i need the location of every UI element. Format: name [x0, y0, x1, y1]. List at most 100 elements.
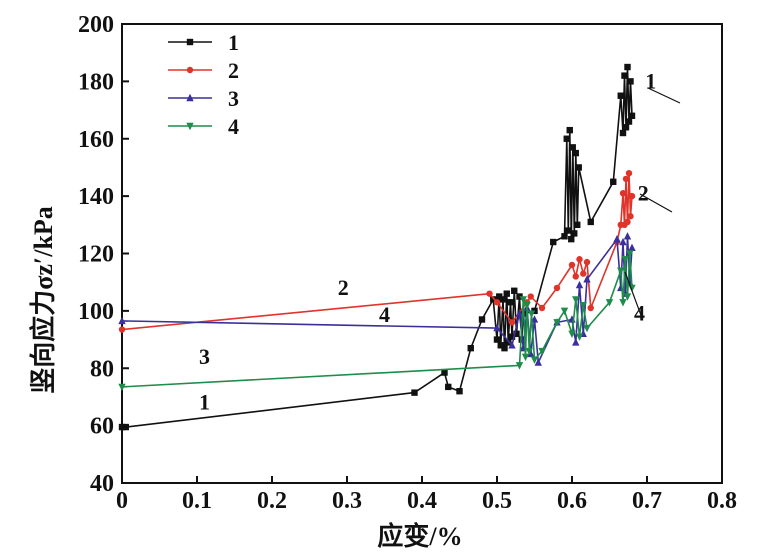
data-point: [118, 383, 126, 392]
legend-label: 3: [228, 86, 239, 111]
data-point: [553, 284, 561, 292]
series-annotation: 4: [634, 301, 645, 326]
y-tick-label: 120: [78, 242, 114, 268]
data-point: [619, 299, 627, 307]
data-point: [619, 129, 627, 137]
x-tick-label: 0.1: [182, 488, 212, 514]
data-point: [515, 309, 524, 317]
data-point: [499, 296, 507, 303]
data-point: [505, 339, 512, 346]
legend-label: 2: [228, 58, 239, 83]
data-point: [583, 258, 591, 266]
data-point: [538, 304, 546, 312]
data-point: [118, 423, 126, 431]
x-tick-label: 0.8: [707, 488, 737, 514]
y-tick-label: 140: [78, 184, 114, 210]
x-tick-label: 0.5: [482, 488, 512, 514]
leader-line-2: [639, 193, 673, 213]
data-point: [525, 347, 533, 356]
data-point: [568, 235, 575, 243]
data-point: [628, 112, 636, 119]
data-point: [576, 256, 583, 263]
data-point: [624, 218, 631, 226]
leader-line-4: [624, 271, 643, 319]
series-annotation: 2: [338, 275, 349, 300]
data-point: [118, 326, 126, 333]
data-point: [579, 301, 587, 310]
legend: 1 2 3 4: [168, 30, 239, 139]
annotations: 1 3 2 4 1 2 4: [199, 68, 681, 415]
data-point: [553, 319, 561, 327]
data-point: [411, 389, 418, 396]
data-point: [619, 190, 627, 197]
data-point: [118, 316, 126, 325]
series-annotation: 3: [199, 344, 210, 369]
data-point: [441, 369, 448, 376]
leader-line-1: [647, 87, 681, 104]
legend-entry-3: 3: [168, 86, 239, 111]
x-tick-label: 0: [116, 488, 128, 514]
series-annotation: 1: [199, 390, 210, 415]
legend-swatch-marker: [186, 122, 194, 131]
data-point: [625, 118, 633, 125]
y-tick-label: 40: [90, 471, 114, 497]
data-point: [572, 296, 580, 304]
data-point: [497, 342, 504, 349]
data-point: [534, 358, 542, 366]
data-point: [561, 233, 568, 240]
data-point: [507, 299, 514, 306]
data-point: [626, 250, 634, 258]
legend-label: 1: [228, 30, 239, 55]
data-point: [627, 213, 634, 220]
data-point: [617, 267, 625, 275]
data-point: [574, 221, 581, 229]
data-point: [583, 324, 591, 333]
data-point: [575, 333, 584, 341]
data-point: [478, 316, 486, 323]
legend-entry-1: 1: [168, 30, 239, 55]
data-point: [493, 299, 501, 306]
data-point: [628, 192, 636, 200]
series-1: [118, 63, 636, 431]
data-point: [583, 275, 591, 283]
data-point: [519, 296, 527, 304]
series-line-2: [121, 172, 633, 331]
ticks-layer: 0 0.1 0.2 0.3 0.4 0.5 0.6 0.7 0.8 40 60 80 100 120 140…: [78, 12, 737, 514]
data-point: [617, 92, 624, 99]
data-point: [550, 238, 557, 246]
data-point: [572, 273, 579, 280]
series-3: [118, 232, 636, 366]
data-point: [572, 149, 579, 157]
data-point: [456, 388, 463, 395]
data-point: [515, 362, 524, 370]
x-axis-title: 应变/%: [377, 521, 462, 551]
data-point: [628, 243, 636, 251]
data-point: [569, 144, 576, 151]
data-point: [622, 124, 630, 131]
data-point: [625, 169, 633, 177]
legend-entry-2: 2: [168, 58, 239, 83]
data-point: [624, 63, 631, 71]
y-tick-label: 80: [90, 356, 114, 382]
data-point: [575, 280, 584, 289]
data-point: [467, 344, 474, 352]
data-point: [508, 333, 516, 340]
data-point: [508, 341, 516, 349]
data-point: [493, 336, 501, 343]
data-point: [527, 293, 534, 300]
series-annotation: 1: [645, 68, 656, 93]
data-point: [605, 299, 614, 307]
data-point: [508, 319, 516, 326]
data-point: [538, 347, 546, 356]
data-point: [572, 338, 580, 346]
x-tick-label: 0.4: [407, 488, 437, 514]
data-point: [580, 270, 587, 277]
y-axis-title: 竖向应力σz′/kPa: [28, 206, 58, 394]
data-point: [568, 330, 576, 339]
series-annotation: 4: [379, 302, 390, 327]
data-point: [571, 230, 578, 237]
data-point: [486, 290, 493, 297]
x-tick-label: 0.6: [557, 488, 587, 514]
data-point: [566, 126, 573, 134]
